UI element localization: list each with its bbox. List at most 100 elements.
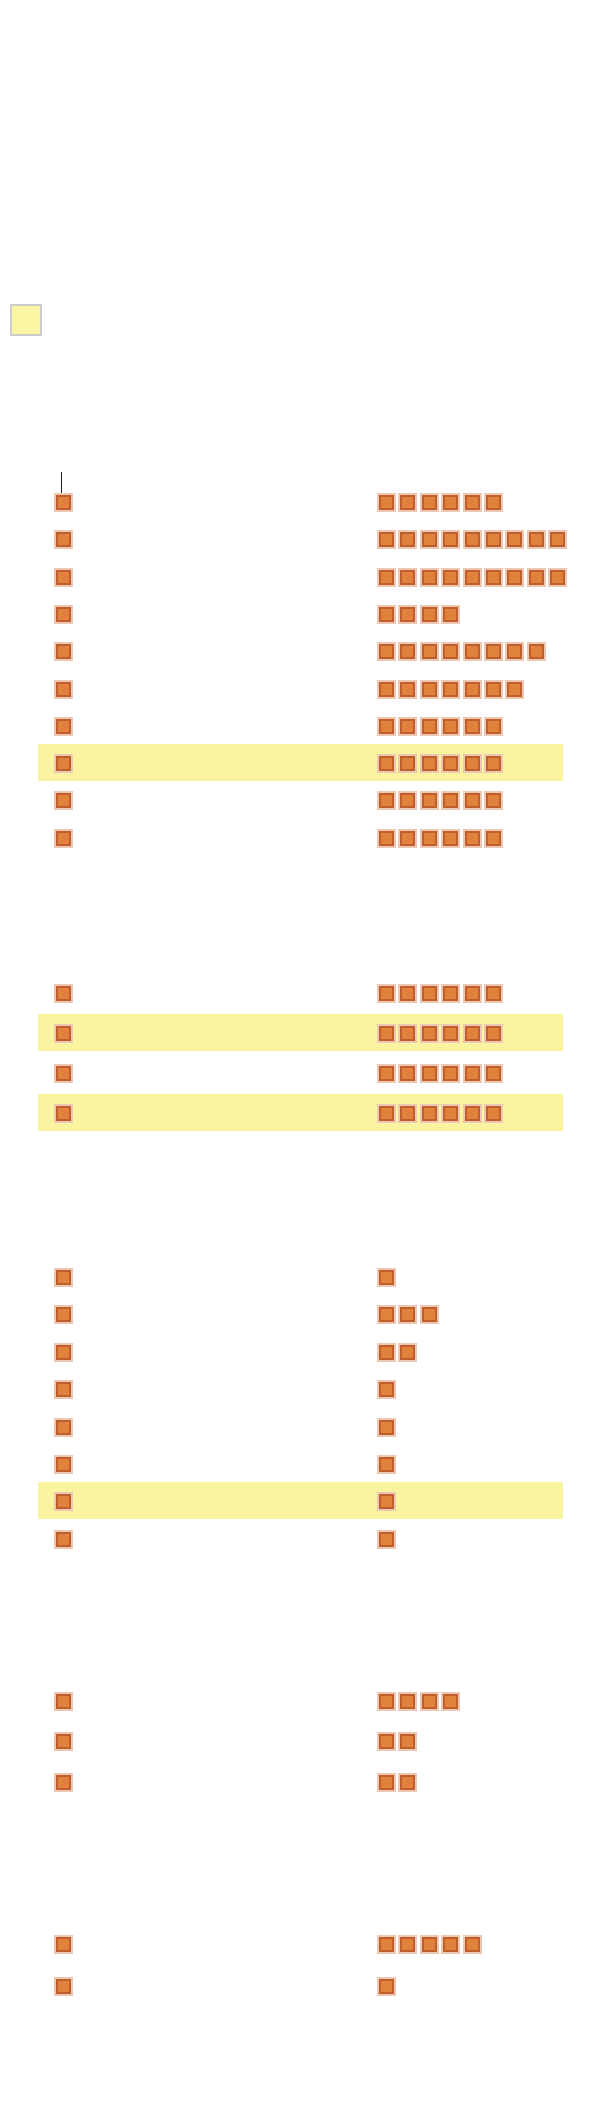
pictograph-row[interactable] bbox=[0, 716, 608, 736]
unit-square bbox=[398, 1772, 418, 1792]
unit-square bbox=[484, 567, 503, 587]
pictograph-row[interactable] bbox=[0, 1482, 608, 1520]
unit-square bbox=[419, 493, 439, 512]
unit-square bbox=[398, 1692, 418, 1711]
pictograph-row[interactable] bbox=[0, 791, 608, 811]
unit-square bbox=[462, 716, 482, 736]
unit-square bbox=[505, 567, 525, 587]
unit-square bbox=[419, 530, 439, 550]
unit-square bbox=[398, 604, 418, 624]
unit-square bbox=[441, 1692, 461, 1711]
unit-square bbox=[398, 1342, 418, 1362]
row-marker-square bbox=[54, 493, 73, 512]
pictograph-row[interactable] bbox=[0, 984, 608, 1003]
unit-square bbox=[484, 984, 503, 1003]
row-marker-square bbox=[54, 984, 73, 1003]
unit-square bbox=[462, 679, 482, 699]
unit-square bbox=[377, 1104, 396, 1123]
unit-square bbox=[462, 493, 482, 512]
unit-square bbox=[377, 567, 396, 587]
row-marker-square bbox=[54, 1692, 73, 1711]
unit-square bbox=[462, 530, 482, 550]
pictograph-row[interactable] bbox=[0, 744, 608, 782]
unit-square bbox=[377, 604, 396, 624]
pictograph-row[interactable] bbox=[0, 642, 608, 662]
pictograph-row[interactable] bbox=[0, 1094, 608, 1131]
unit-square bbox=[377, 754, 396, 774]
pictograph-row[interactable] bbox=[0, 493, 608, 512]
row-marker-square bbox=[54, 1104, 73, 1123]
unit-square bbox=[441, 1935, 461, 1954]
unit-square bbox=[377, 1024, 396, 1043]
unit-square bbox=[441, 1064, 461, 1083]
pictograph-row[interactable] bbox=[0, 1380, 608, 1400]
pictograph-row[interactable] bbox=[0, 828, 608, 848]
unit-square bbox=[484, 1024, 503, 1043]
pictograph-row[interactable] bbox=[0, 1977, 608, 1996]
unit-square bbox=[441, 604, 461, 624]
unit-square bbox=[419, 567, 439, 587]
unit-square bbox=[441, 530, 461, 550]
unit-square bbox=[377, 530, 396, 550]
unit-square bbox=[377, 493, 396, 512]
unit-square bbox=[398, 530, 418, 550]
unit-square bbox=[419, 1104, 439, 1123]
unit-square bbox=[377, 1772, 396, 1792]
unit-square bbox=[419, 754, 439, 774]
unit-square bbox=[377, 1732, 396, 1752]
unit-square bbox=[377, 642, 396, 662]
unit-square bbox=[398, 1305, 418, 1325]
unit-square bbox=[377, 828, 396, 848]
row-marker-square bbox=[54, 1064, 73, 1083]
unit-square bbox=[484, 679, 503, 699]
pictograph-row[interactable] bbox=[0, 1529, 608, 1549]
pictograph-row[interactable] bbox=[0, 604, 608, 624]
pictograph-row[interactable] bbox=[0, 1417, 608, 1437]
pictograph-row[interactable] bbox=[0, 1268, 608, 1287]
row-marker-square bbox=[54, 1529, 73, 1549]
unit-square bbox=[419, 604, 439, 624]
unit-square bbox=[462, 791, 482, 811]
unit-square bbox=[505, 642, 525, 662]
pictograph-row[interactable] bbox=[0, 1014, 608, 1051]
unit-square bbox=[398, 1064, 418, 1083]
unit-square bbox=[398, 984, 418, 1003]
unit-square bbox=[484, 530, 503, 550]
unit-square bbox=[398, 791, 418, 811]
unit-square bbox=[377, 984, 396, 1003]
unit-square bbox=[398, 642, 418, 662]
unit-square bbox=[548, 530, 568, 550]
row-marker-square bbox=[54, 1024, 73, 1043]
unit-square bbox=[377, 1935, 396, 1954]
pictograph-row[interactable] bbox=[0, 530, 608, 550]
unit-square bbox=[462, 754, 482, 774]
pictograph-row[interactable] bbox=[0, 1342, 608, 1362]
unit-square bbox=[484, 828, 503, 848]
row-marker-square bbox=[54, 1732, 73, 1752]
unit-square bbox=[419, 828, 439, 848]
pictograph-row[interactable] bbox=[0, 1732, 608, 1752]
unit-square bbox=[398, 493, 418, 512]
unit-square bbox=[484, 1064, 503, 1083]
pictograph-row[interactable] bbox=[0, 1455, 608, 1474]
row-marker-square bbox=[54, 716, 73, 736]
pictograph-row[interactable] bbox=[0, 567, 608, 587]
unit-square bbox=[398, 679, 418, 699]
pictograph-row[interactable] bbox=[0, 1064, 608, 1083]
unit-square bbox=[462, 1104, 482, 1123]
unit-square bbox=[377, 1417, 396, 1437]
unit-square bbox=[419, 1935, 439, 1954]
unit-square bbox=[462, 567, 482, 587]
unit-square bbox=[441, 567, 461, 587]
unit-square bbox=[484, 642, 503, 662]
pictograph-row[interactable] bbox=[0, 679, 608, 699]
row-marker-square bbox=[54, 604, 73, 624]
unit-square bbox=[462, 1064, 482, 1083]
unit-square bbox=[377, 1492, 396, 1512]
pictograph-row[interactable] bbox=[0, 1305, 608, 1325]
pictograph-row[interactable] bbox=[0, 1692, 608, 1711]
pictograph-row[interactable] bbox=[0, 1772, 608, 1792]
pictograph-row[interactable] bbox=[0, 1935, 608, 1954]
unit-square bbox=[398, 1732, 418, 1752]
